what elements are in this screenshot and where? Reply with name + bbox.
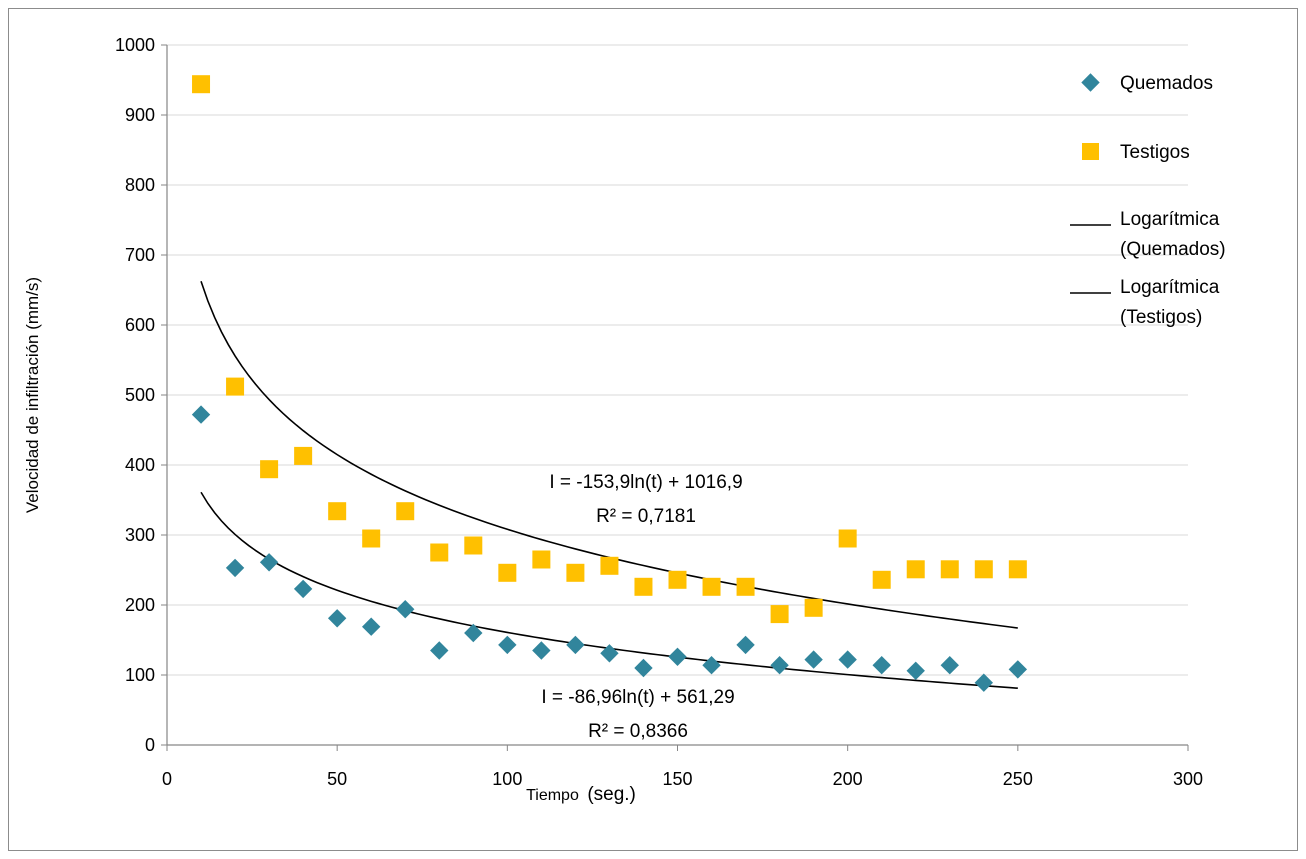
testigos-point: [328, 502, 347, 521]
testigos-point: [600, 556, 619, 575]
quemados-point: [191, 405, 211, 424]
trendline-testigos: [200, 280, 1018, 629]
testigos-point: [498, 563, 517, 582]
quemados-point: [906, 661, 925, 680]
x-axis-title-suffix: (seg.): [587, 784, 636, 805]
quemados-r2: R² = 0,8366: [588, 721, 688, 742]
testigos-point: [430, 543, 449, 562]
y-tick-label: 500: [125, 385, 155, 405]
y-tick-label: 800: [125, 175, 155, 195]
testigos-point: [804, 598, 823, 617]
legend-item-log-testigos: Logarítmica (Testigos): [1070, 277, 1220, 328]
testigos-point: [736, 577, 755, 596]
quemados-point: [872, 656, 891, 675]
quemados-point: [804, 650, 823, 669]
x-tick-label: 300: [1173, 769, 1203, 789]
testigos-point: [906, 560, 925, 579]
quemados-point: [498, 635, 517, 655]
x-tick-label: 150: [662, 769, 692, 789]
testigos-point: [634, 577, 653, 596]
legend-item-quemados: Quemados: [1081, 73, 1213, 94]
quemados-point: [430, 641, 449, 660]
testigos-equation: I = -153,9ln(t) + 1016,9: [549, 472, 742, 493]
testigos-r2: R² = 0,7181: [596, 506, 696, 527]
legend-item-testigos: Testigos: [1082, 142, 1190, 163]
quemados-point: [327, 609, 347, 628]
testigos-point: [566, 563, 585, 582]
quemados-point: [259, 553, 279, 572]
y-tick-labels: 0 100 200 300 400 500 600 700 800 900 1000: [115, 35, 167, 755]
quemados-point: [702, 656, 721, 675]
quemados-equation: I = -86,96ln(t) + 561,29: [541, 687, 734, 708]
x-tick-label: 50: [327, 769, 347, 789]
quemados-point: [293, 579, 313, 599]
quemados-point: [770, 656, 789, 675]
testigos-point: [464, 536, 483, 555]
y-axis-title: Velocidad de infiltración (mm/s): [23, 277, 42, 513]
x-axis-title: Tiempo (seg.): [526, 784, 636, 805]
quemados-point: [838, 650, 857, 669]
x-tick-labels: 0 50 100 150 200 250 300: [162, 745, 1203, 789]
testigos-point: [226, 377, 245, 396]
testigos-point: [294, 446, 313, 465]
testigos-point: [838, 529, 857, 548]
testigos-point: [702, 577, 721, 596]
x-tick-label: 250: [1003, 769, 1033, 789]
testigos-point: [668, 570, 687, 589]
y-tick-label: 300: [125, 525, 155, 545]
testigos-point: [396, 502, 415, 521]
testigos-point: [192, 75, 211, 94]
quemados-annotation: I = -86,96ln(t) + 561,29 R² = 0,8366: [541, 687, 734, 742]
quemados-point: [940, 656, 959, 675]
testigos-point: [770, 605, 789, 624]
quemados-point: [600, 644, 619, 663]
y-tick-label: 0: [145, 735, 155, 755]
testigos-point: [940, 560, 959, 579]
quemados-point: [532, 641, 551, 660]
y-tick-label: 100: [125, 665, 155, 685]
legend-marker-quemados: [1081, 73, 1100, 92]
data-points: [191, 75, 1028, 692]
legend-label-log-quemados-line2: (Quemados): [1120, 239, 1226, 260]
legend: Quemados Testigos Logarítmica (Quemados)…: [1070, 73, 1226, 328]
legend-label-log-testigos-line2: (Testigos): [1120, 307, 1202, 328]
quemados-point: [974, 673, 993, 692]
quemados-point: [736, 635, 755, 655]
y-tick-label: 1000: [115, 35, 155, 55]
testigos-point: [872, 570, 891, 589]
quemados-point: [396, 600, 415, 619]
y-tick-label: 700: [125, 245, 155, 265]
quemados-point: [225, 558, 245, 578]
quemados-point: [1008, 660, 1028, 679]
quemados-point: [566, 635, 585, 655]
legend-label-testigos: Testigos: [1120, 142, 1190, 163]
quemados-point: [634, 658, 653, 678]
testigos-point: [260, 460, 279, 479]
y-tick-label: 200: [125, 595, 155, 615]
legend-marker-testigos: [1082, 143, 1099, 160]
legend-label-log-testigos-line1: Logarítmica: [1120, 277, 1220, 298]
quemados-point: [464, 623, 483, 643]
x-axis-title-prefix: Tiempo: [526, 787, 579, 804]
legend-label-log-quemados-line1: Logarítmica: [1120, 209, 1220, 230]
testigos-point: [1008, 560, 1027, 579]
legend-label-quemados: Quemados: [1120, 73, 1213, 94]
legend-item-log-quemados: Logarítmica (Quemados): [1070, 209, 1226, 260]
x-tick-label: 100: [492, 769, 522, 789]
y-tick-label: 400: [125, 455, 155, 475]
testigos-annotation: I = -153,9ln(t) + 1016,9 R² = 0,7181: [549, 472, 742, 527]
testigos-point: [532, 550, 551, 569]
testigos-point: [974, 560, 993, 579]
quemados-point: [362, 617, 381, 636]
y-tick-label: 600: [125, 315, 155, 335]
x-tick-label: 0: [162, 769, 172, 789]
y-tick-label: 900: [125, 105, 155, 125]
quemados-point: [668, 647, 687, 666]
testigos-point: [362, 529, 381, 548]
x-tick-label: 200: [833, 769, 863, 789]
